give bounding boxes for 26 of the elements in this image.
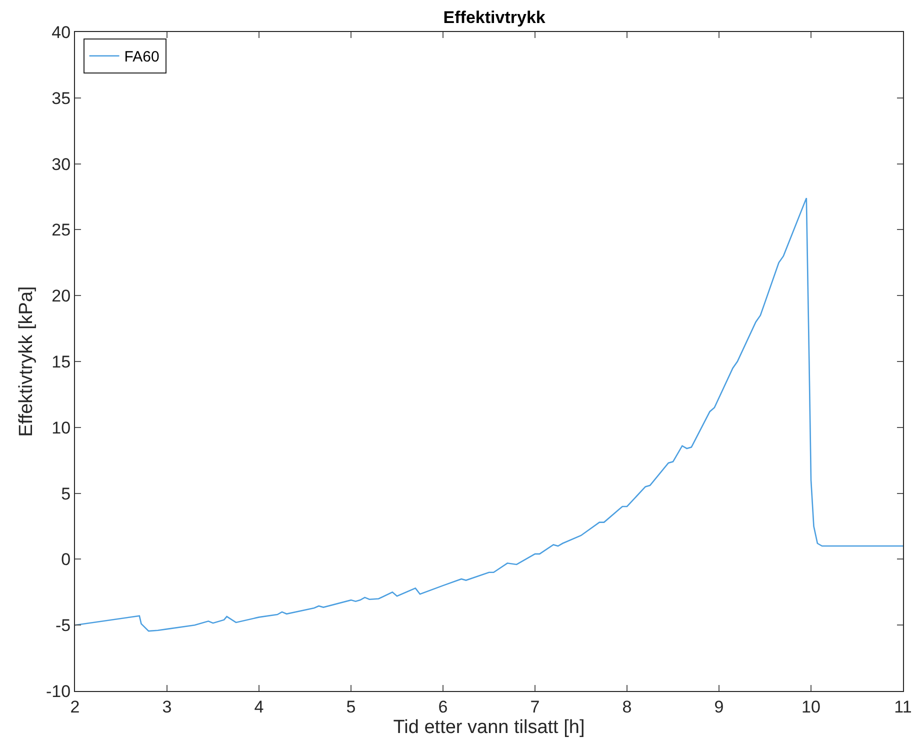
y-tick-label: 35	[52, 88, 71, 108]
line-series	[75, 197, 903, 632]
x-tick-label: 8	[622, 697, 632, 716]
y-tick-label: -10	[46, 682, 71, 701]
x-tick-label: 3	[162, 697, 172, 716]
y-tick-label: 5	[61, 484, 71, 504]
y-axis-title: Effektivtrykk [kPa]	[16, 286, 37, 437]
x-tick-label: 7	[530, 697, 540, 716]
chart-title: Effektivtrykk	[443, 8, 546, 28]
y-tick-label: 10	[52, 418, 71, 438]
legend-label: FA60	[124, 48, 160, 66]
y-tick-label: 25	[52, 220, 71, 240]
y-tick-label: 30	[52, 154, 71, 174]
y-tick-label: 0	[61, 550, 71, 570]
x-tick-label: 6	[438, 697, 448, 716]
y-tick-label: -5	[55, 616, 71, 636]
x-tick-label: 10	[802, 697, 820, 716]
x-axis-title: Tid etter vann tilsatt [h]	[393, 717, 585, 738]
x-tick-label: 9	[714, 697, 724, 716]
y-tick-label: 20	[52, 286, 71, 306]
x-tick-label: 2	[70, 697, 80, 716]
x-tick-label: 5	[346, 697, 356, 716]
x-tick-label: 11	[894, 697, 912, 716]
y-tick-label: 15	[52, 352, 71, 372]
x-tick-label: 4	[254, 697, 264, 716]
y-tick-label: 40	[52, 22, 71, 42]
